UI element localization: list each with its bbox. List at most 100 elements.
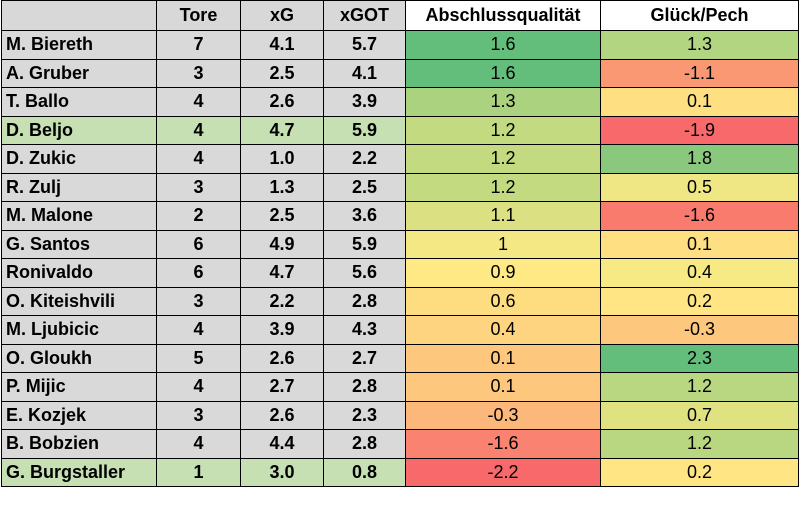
table-body: M. Biereth 7 4.1 5.7 1.6 1.3 A. Gruber 3 2.5 4.1 1… bbox=[1, 30, 799, 487]
xg-cell: 3.0 bbox=[240, 457, 324, 487]
abschlussqualitaet-cell: 0.6 bbox=[405, 286, 601, 316]
glueck-pech-cell: 1.2 bbox=[600, 429, 799, 459]
abschlussqualitaet-cell: 1.2 bbox=[405, 172, 601, 202]
abschlussqualitaet-cell: 1 bbox=[405, 229, 601, 259]
tore-cell: 4 bbox=[156, 144, 241, 174]
glueck-pech-cell: -1.6 bbox=[600, 201, 799, 231]
abschlussqualitaet-cell: 1.6 bbox=[405, 30, 601, 60]
xgot-cell: 2.2 bbox=[323, 144, 406, 174]
xgot-cell: 5.6 bbox=[323, 258, 406, 288]
table-row: M. Ljubicic 4 3.9 4.3 0.4 -0.3 bbox=[1, 315, 799, 345]
xg-cell: 2.6 bbox=[240, 400, 324, 430]
xg-cell: 3.9 bbox=[240, 315, 324, 345]
tore-cell: 4 bbox=[156, 87, 241, 117]
tore-cell: 4 bbox=[156, 372, 241, 402]
xg-cell: 2.5 bbox=[240, 58, 324, 88]
glueck-pech-cell: -1.1 bbox=[600, 58, 799, 88]
abschlussqualitaet-cell: 0.4 bbox=[405, 315, 601, 345]
xgot-cell: 4.1 bbox=[323, 58, 406, 88]
tore-cell: 4 bbox=[156, 315, 241, 345]
player-name-cell: M. Ljubicic bbox=[1, 315, 157, 345]
player-name-cell: M. Malone bbox=[1, 201, 157, 231]
player-name-cell: O. Gloukh bbox=[1, 343, 157, 373]
tore-cell: 6 bbox=[156, 258, 241, 288]
table-row: D. Beljo 4 4.7 5.9 1.2 -1.9 bbox=[1, 115, 799, 145]
xg-cell: 2.5 bbox=[240, 201, 324, 231]
table-row: M. Biereth 7 4.1 5.7 1.6 1.3 bbox=[1, 30, 799, 60]
header-tore: Tore bbox=[156, 0, 241, 31]
xgot-cell: 5.9 bbox=[323, 229, 406, 259]
glueck-pech-cell: 1.8 bbox=[600, 144, 799, 174]
abschlussqualitaet-cell: -0.3 bbox=[405, 400, 601, 430]
player-name-cell: G. Santos bbox=[1, 229, 157, 259]
table-row: T. Ballo 4 2.6 3.9 1.3 0.1 bbox=[1, 87, 799, 117]
player-name-cell: B. Bobzien bbox=[1, 429, 157, 459]
glueck-pech-cell: -1.9 bbox=[600, 115, 799, 145]
header-corner bbox=[1, 0, 157, 31]
table-row: E. Kozjek 3 2.6 2.3 -0.3 0.7 bbox=[1, 400, 799, 430]
xgot-cell: 2.7 bbox=[323, 343, 406, 373]
abschlussqualitaet-cell: 0.1 bbox=[405, 372, 601, 402]
table-row: R. Zulj 3 1.3 2.5 1.2 0.5 bbox=[1, 172, 799, 202]
table-row: G. Burgstaller 1 3.0 0.8 -2.2 0.2 bbox=[1, 457, 799, 487]
abschlussqualitaet-cell: 0.1 bbox=[405, 343, 601, 373]
xgot-cell: 2.8 bbox=[323, 286, 406, 316]
glueck-pech-cell: 0.2 bbox=[600, 286, 799, 316]
xg-cell: 2.6 bbox=[240, 87, 324, 117]
abschlussqualitaet-cell: 0.9 bbox=[405, 258, 601, 288]
glueck-pech-cell: 2.3 bbox=[600, 343, 799, 373]
tore-cell: 5 bbox=[156, 343, 241, 373]
header-row: Tore xG xGOT Abschlussqualität Glück/Pec… bbox=[1, 0, 799, 31]
glueck-pech-cell: 1.2 bbox=[600, 372, 799, 402]
xgot-cell: 5.7 bbox=[323, 30, 406, 60]
abschlussqualitaet-cell: 1.1 bbox=[405, 201, 601, 231]
xgot-cell: 3.6 bbox=[323, 201, 406, 231]
abschlussqualitaet-cell: 1.6 bbox=[405, 58, 601, 88]
xg-cell: 4.4 bbox=[240, 429, 324, 459]
xgot-cell: 2.5 bbox=[323, 172, 406, 202]
tore-cell: 3 bbox=[156, 400, 241, 430]
table-row: O. Gloukh 5 2.6 2.7 0.1 2.3 bbox=[1, 343, 799, 373]
xg-cell: 4.1 bbox=[240, 30, 324, 60]
tore-cell: 3 bbox=[156, 58, 241, 88]
table-row: B. Bobzien 4 4.4 2.8 -1.6 1.2 bbox=[1, 429, 799, 459]
stats-table: Tore xG xGOT Abschlussqualität Glück/Pec… bbox=[1, 0, 799, 487]
player-name-cell: R. Zulj bbox=[1, 172, 157, 202]
xgot-cell: 3.9 bbox=[323, 87, 406, 117]
glueck-pech-cell: 0.7 bbox=[600, 400, 799, 430]
player-name-cell: Ronivaldo bbox=[1, 258, 157, 288]
table-row: P. Mijic 4 2.7 2.8 0.1 1.2 bbox=[1, 372, 799, 402]
abschlussqualitaet-cell: -2.2 bbox=[405, 457, 601, 487]
player-name-cell: D. Beljo bbox=[1, 115, 157, 145]
abschlussqualitaet-cell: -1.6 bbox=[405, 429, 601, 459]
player-name-cell: O. Kiteishvili bbox=[1, 286, 157, 316]
tore-cell: 2 bbox=[156, 201, 241, 231]
xgot-cell: 2.8 bbox=[323, 429, 406, 459]
header-xg: xG bbox=[240, 0, 324, 31]
player-name-cell: P. Mijic bbox=[1, 372, 157, 402]
player-name-cell: M. Biereth bbox=[1, 30, 157, 60]
table-row: Ronivaldo 6 4.7 5.6 0.9 0.4 bbox=[1, 258, 799, 288]
player-name-cell: A. Gruber bbox=[1, 58, 157, 88]
table-row: O. Kiteishvili 3 2.2 2.8 0.6 0.2 bbox=[1, 286, 799, 316]
xg-cell: 4.7 bbox=[240, 258, 324, 288]
xg-cell: 4.7 bbox=[240, 115, 324, 145]
table-row: A. Gruber 3 2.5 4.1 1.6 -1.1 bbox=[1, 58, 799, 88]
xgot-cell: 0.8 bbox=[323, 457, 406, 487]
tore-cell: 6 bbox=[156, 229, 241, 259]
xg-cell: 2.6 bbox=[240, 343, 324, 373]
abschlussqualitaet-cell: 1.3 bbox=[405, 87, 601, 117]
table-row: G. Santos 6 4.9 5.9 1 0.1 bbox=[1, 229, 799, 259]
xgot-cell: 2.3 bbox=[323, 400, 406, 430]
player-name-cell: G. Burgstaller bbox=[1, 457, 157, 487]
xg-cell: 1.0 bbox=[240, 144, 324, 174]
tore-cell: 4 bbox=[156, 115, 241, 145]
glueck-pech-cell: 0.2 bbox=[600, 457, 799, 487]
glueck-pech-cell: 0.4 bbox=[600, 258, 799, 288]
xg-cell: 2.2 bbox=[240, 286, 324, 316]
glueck-pech-cell: 0.5 bbox=[600, 172, 799, 202]
tore-cell: 1 bbox=[156, 457, 241, 487]
xgot-cell: 2.8 bbox=[323, 372, 406, 402]
glueck-pech-cell: 0.1 bbox=[600, 229, 799, 259]
abschlussqualitaet-cell: 1.2 bbox=[405, 144, 601, 174]
